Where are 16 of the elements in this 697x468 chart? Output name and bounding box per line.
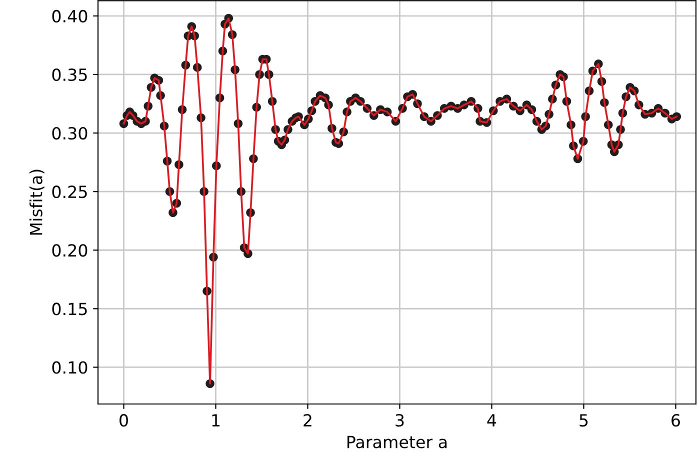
- y-tick-label: 0.15: [52, 302, 87, 316]
- y-tick-label: 0.20: [52, 244, 88, 257]
- x-tick-label: 6: [672, 414, 680, 427]
- x-tick-label: 4: [487, 414, 496, 426]
- x-tick-label: 3: [396, 414, 404, 427]
- x-tick-label: 0: [120, 414, 128, 427]
- y-tick-label: 0.25: [52, 186, 87, 198]
- x-tick-label: 1: [212, 414, 220, 426]
- y-tick-label: 0.35: [52, 68, 87, 82]
- y-tick-label: 0.40: [52, 10, 88, 22]
- x-tick-label: 5: [580, 414, 588, 427]
- y-tick-label: 0.30: [52, 126, 88, 140]
- x-tick-label: 2: [304, 414, 312, 426]
- y-tick-label: 0.10: [52, 361, 88, 374]
- y-axis-title: Misfit(a): [29, 170, 44, 235]
- x-axis-title: Parameter a: [348, 436, 447, 448]
